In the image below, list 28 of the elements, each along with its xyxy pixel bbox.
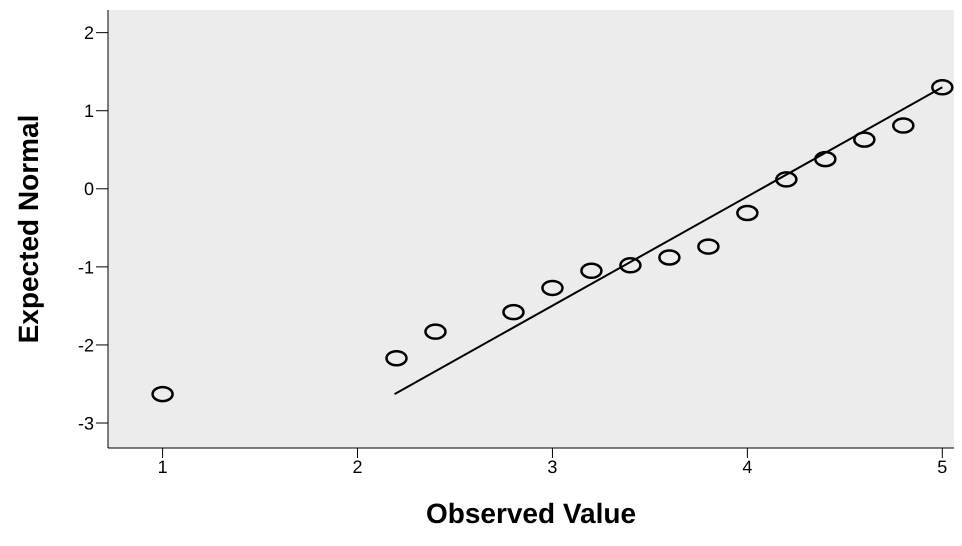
point — [697, 238, 720, 255]
y-axis-title: Expected Normal — [12, 114, 44, 344]
point — [385, 350, 408, 366]
x-tick-label: 1 — [158, 456, 168, 477]
x-tick-label: 2 — [352, 456, 363, 477]
point — [814, 150, 837, 168]
y-tick-label: -2 — [78, 335, 94, 356]
point — [424, 323, 447, 340]
point — [736, 204, 759, 222]
x-axis-title: Observed Value — [426, 498, 636, 529]
y-tick-label: 1 — [84, 101, 94, 122]
x-tick-label: 5 — [937, 456, 948, 477]
point — [775, 171, 798, 188]
y-tick-label: -1 — [78, 257, 94, 278]
point — [151, 386, 174, 402]
point — [541, 280, 564, 296]
point — [658, 249, 681, 266]
point — [502, 304, 525, 320]
y-tick-label: 0 — [84, 179, 94, 200]
point — [931, 79, 954, 96]
point — [619, 257, 642, 274]
point — [853, 131, 876, 148]
point — [580, 262, 603, 280]
point — [892, 117, 915, 134]
x-tick-label: 4 — [742, 456, 752, 477]
y-tick-label: -3 — [78, 413, 94, 434]
x-tick-label: 3 — [547, 456, 558, 477]
y-tick-label: 2 — [84, 23, 94, 44]
